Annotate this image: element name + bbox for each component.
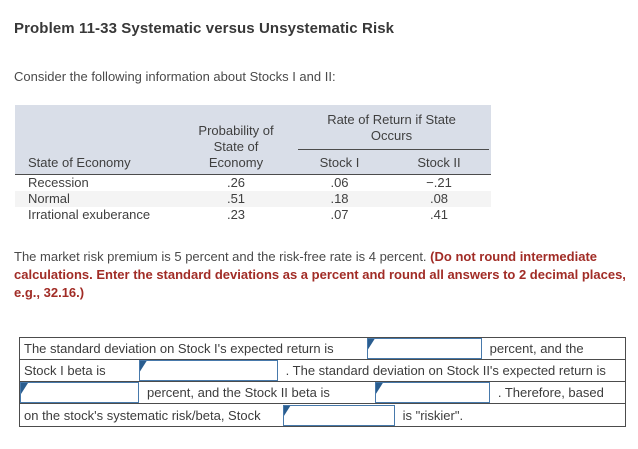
answer-row2-text2: . The standard deviation on Stock II's e…	[285, 363, 606, 378]
answer-marker-icon	[139, 361, 147, 372]
col-header-stock2: Stock II	[417, 155, 461, 170]
problem-page: Problem 11-33 Systematic versus Unsystem…	[14, 20, 628, 302]
cell-stock1-return: .07	[330, 207, 349, 222]
cell-stock1-return: .06	[330, 175, 349, 190]
answer-marker-icon	[375, 383, 383, 394]
col-group-rate-of-return: Rate of Return if State Occurs Stock I S…	[292, 112, 491, 171]
cell-state: Irrational exuberance	[28, 207, 151, 222]
riskier-stock-input[interactable]	[282, 404, 395, 426]
answer-row4-text2: is "riskier".	[402, 407, 464, 423]
answer-row4-text1: on the stock's systematic risk/beta, Sto…	[24, 407, 261, 423]
stock1-beta-input[interactable]	[138, 360, 278, 381]
instructions-normal-text: The market risk premium is 5 percent and…	[14, 249, 431, 264]
answer-row3-text1: percent, and the Stock II beta is	[147, 385, 330, 400]
page-title: Problem 11-33 Systematic versus Unsystem…	[14, 20, 395, 37]
col-header-probability: Probability of State of Economy	[198, 123, 274, 170]
answer-row1-text1: The standard deviation on Stock I's expe…	[24, 341, 334, 356]
cell-state: Normal	[28, 191, 70, 206]
answer-marker-icon	[21, 383, 28, 394]
cell-probability: .26	[226, 175, 246, 190]
answer-box: The standard deviation on Stock I's expe…	[19, 337, 626, 427]
answer-row2-text1: Stock I beta is	[24, 363, 106, 378]
stock2-stddev-input[interactable]	[20, 382, 139, 403]
states-table-header: State of Economy Probability of State of…	[15, 105, 491, 175]
answer-row1-text2: percent, and the	[489, 341, 584, 356]
cell-probability: .51	[226, 191, 246, 206]
cell-stock2-return: .41	[429, 207, 449, 222]
answer-marker-icon	[367, 339, 375, 350]
table-row: Recession .26 .06 −.21	[15, 175, 491, 191]
answer-row3-text2: . Therefore, based	[497, 385, 604, 400]
cell-stock2-return: −.21	[426, 175, 452, 190]
group-header-rule	[298, 149, 489, 150]
answer-row-1: The standard deviation on Stock I's expe…	[20, 338, 625, 360]
col-header-state-of-economy: State of Economy	[28, 155, 131, 170]
stock1-stddev-input[interactable]	[366, 338, 482, 359]
table-row: Irrational exuberance .23 .07 .41	[15, 207, 491, 223]
states-table: State of Economy Probability of State of…	[15, 105, 491, 223]
answer-row-4: on the stock's systematic risk/beta, Sto…	[20, 404, 625, 426]
cell-probability: .23	[226, 207, 246, 222]
intro-text: Consider the following information about…	[14, 69, 336, 84]
answer-row-3: percent, and the Stock II beta is . Ther…	[20, 382, 625, 404]
answer-marker-icon	[283, 405, 291, 417]
group-header-label: Rate of Return if State Occurs	[327, 112, 456, 143]
instructions-emphasis-text: (Do not round intermediate calculations.…	[14, 249, 626, 300]
cell-state: Recession	[28, 175, 89, 190]
instructions-paragraph: The market risk premium is 5 percent and…	[14, 248, 628, 302]
col-header-stock1: Stock I	[319, 155, 360, 170]
table-row: Normal .51 .18 .08	[15, 191, 491, 207]
cell-stock2-return: .08	[429, 191, 449, 206]
answer-row-2: Stock I beta is . The standard deviation…	[20, 360, 625, 382]
cell-stock1-return: .18	[330, 191, 349, 206]
stock2-beta-input[interactable]	[374, 382, 490, 403]
